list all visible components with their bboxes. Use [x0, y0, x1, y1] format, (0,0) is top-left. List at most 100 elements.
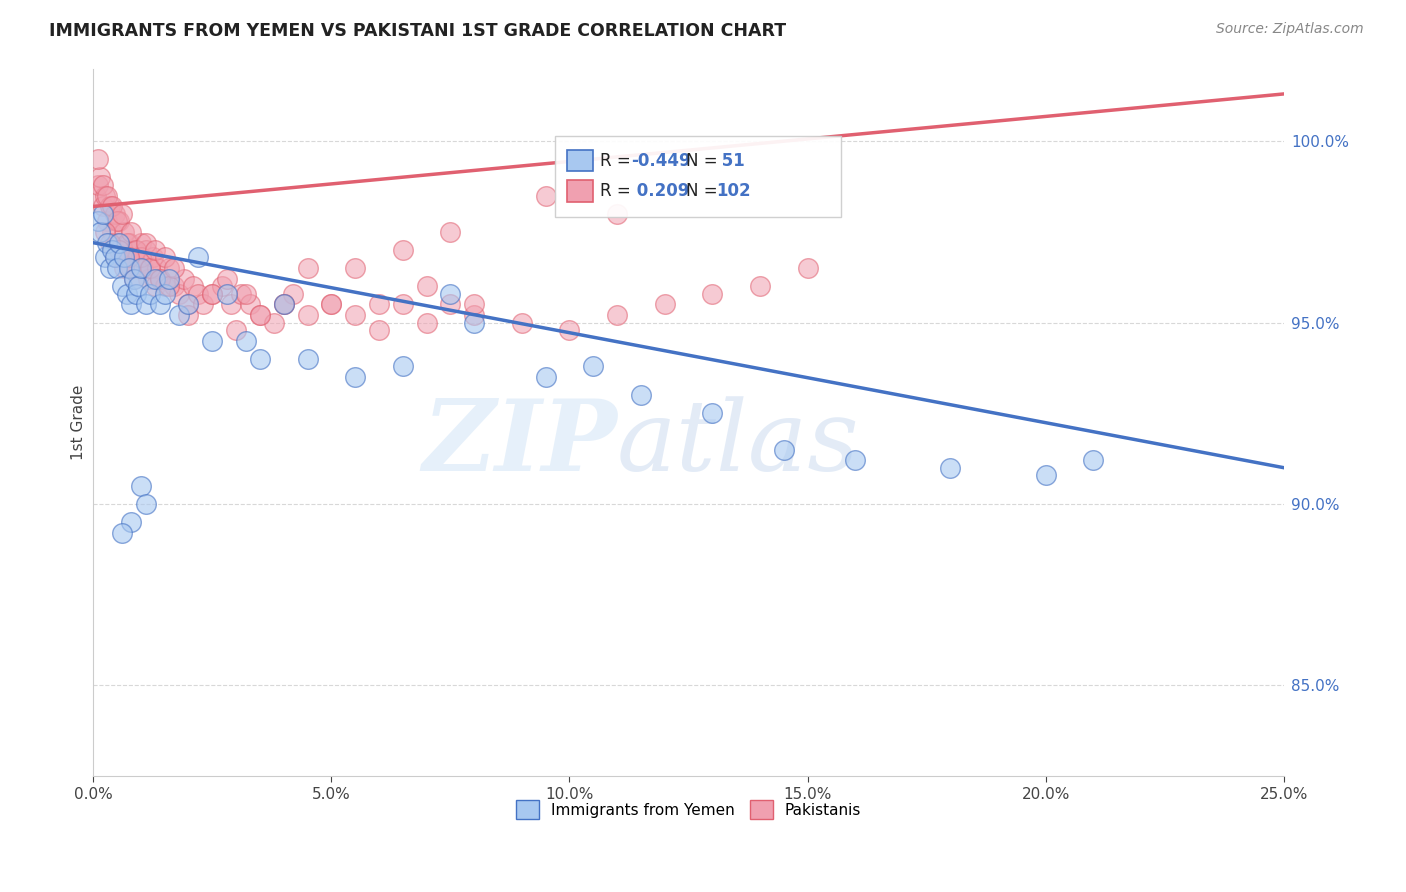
Text: N =: N =: [686, 182, 723, 200]
Point: [135, 235, 157, 250]
Point: [87, 178, 110, 192]
Point: [177, 297, 200, 311]
Point: [654, 297, 676, 311]
Point: [215, 286, 238, 301]
Point: [105, 235, 128, 250]
Point: [796, 261, 818, 276]
Point: [439, 297, 461, 311]
Legend: Immigrants from Yemen, Pakistanis: Immigrants from Yemen, Pakistanis: [509, 794, 868, 825]
Point: [391, 359, 413, 373]
Point: [139, 261, 162, 276]
Point: [510, 316, 533, 330]
Point: [143, 279, 166, 293]
Point: [249, 308, 271, 322]
Point: [111, 243, 134, 257]
Point: [132, 261, 155, 276]
Point: [153, 286, 176, 301]
Point: [344, 308, 367, 322]
Text: N =: N =: [686, 152, 723, 169]
Point: [225, 323, 247, 337]
Point: [91, 178, 114, 192]
Point: [111, 207, 134, 221]
Point: [157, 272, 180, 286]
Point: [249, 308, 271, 322]
Point: [94, 225, 117, 239]
Point: [87, 214, 110, 228]
Text: -0.449: -0.449: [631, 152, 690, 169]
Point: [391, 243, 413, 257]
Point: [127, 279, 149, 293]
Point: [89, 170, 111, 185]
Point: [630, 388, 652, 402]
Point: [120, 297, 142, 311]
Point: [181, 279, 204, 293]
Point: [273, 297, 295, 311]
Point: [297, 308, 319, 322]
Text: 102: 102: [716, 182, 751, 200]
Point: [129, 250, 152, 264]
Text: atlas: atlas: [617, 396, 860, 491]
Point: [149, 297, 172, 311]
Text: ZIP: ZIP: [422, 395, 617, 491]
Point: [143, 272, 166, 286]
Text: R =: R =: [600, 182, 637, 200]
Point: [101, 243, 124, 257]
Text: IMMIGRANTS FROM YEMEN VS PAKISTANI 1ST GRADE CORRELATION CHART: IMMIGRANTS FROM YEMEN VS PAKISTANI 1ST G…: [49, 22, 786, 40]
Point: [98, 235, 121, 250]
Point: [139, 286, 162, 301]
Point: [125, 286, 148, 301]
Point: [122, 272, 145, 286]
Point: [558, 323, 581, 337]
Point: [1083, 453, 1105, 467]
Point: [94, 188, 117, 202]
Point: [163, 279, 186, 293]
Point: [129, 261, 152, 276]
Point: [344, 261, 367, 276]
Text: 0.209: 0.209: [631, 182, 690, 200]
Point: [115, 286, 138, 301]
Point: [229, 286, 252, 301]
Point: [125, 243, 148, 257]
Point: [215, 272, 238, 286]
Point: [101, 199, 124, 213]
Point: [153, 250, 176, 264]
Point: [104, 250, 127, 264]
Point: [108, 235, 131, 250]
Point: [115, 235, 138, 250]
Point: [120, 261, 142, 276]
Point: [221, 297, 243, 311]
Point: [939, 460, 962, 475]
Point: [368, 323, 391, 337]
Point: [463, 316, 485, 330]
Point: [120, 225, 142, 239]
Point: [582, 359, 605, 373]
Point: [163, 261, 186, 276]
Point: [153, 279, 176, 293]
Point: [177, 308, 200, 322]
Point: [235, 286, 257, 301]
Point: [415, 279, 437, 293]
Point: [187, 250, 209, 264]
Point: [606, 308, 628, 322]
Point: [135, 497, 157, 511]
Point: [439, 286, 461, 301]
Point: [201, 286, 224, 301]
Point: [702, 406, 724, 420]
Point: [91, 199, 114, 213]
Point: [122, 272, 145, 286]
Point: [702, 286, 724, 301]
Point: [439, 225, 461, 239]
Point: [127, 250, 149, 264]
Point: [749, 279, 772, 293]
Point: [534, 188, 557, 202]
Point: [235, 334, 257, 348]
Point: [321, 297, 343, 311]
Point: [173, 272, 195, 286]
Text: 51: 51: [716, 152, 745, 169]
Point: [273, 297, 295, 311]
Point: [772, 442, 794, 457]
Point: [96, 214, 118, 228]
Point: [391, 297, 413, 311]
Point: [98, 261, 121, 276]
Point: [96, 235, 118, 250]
